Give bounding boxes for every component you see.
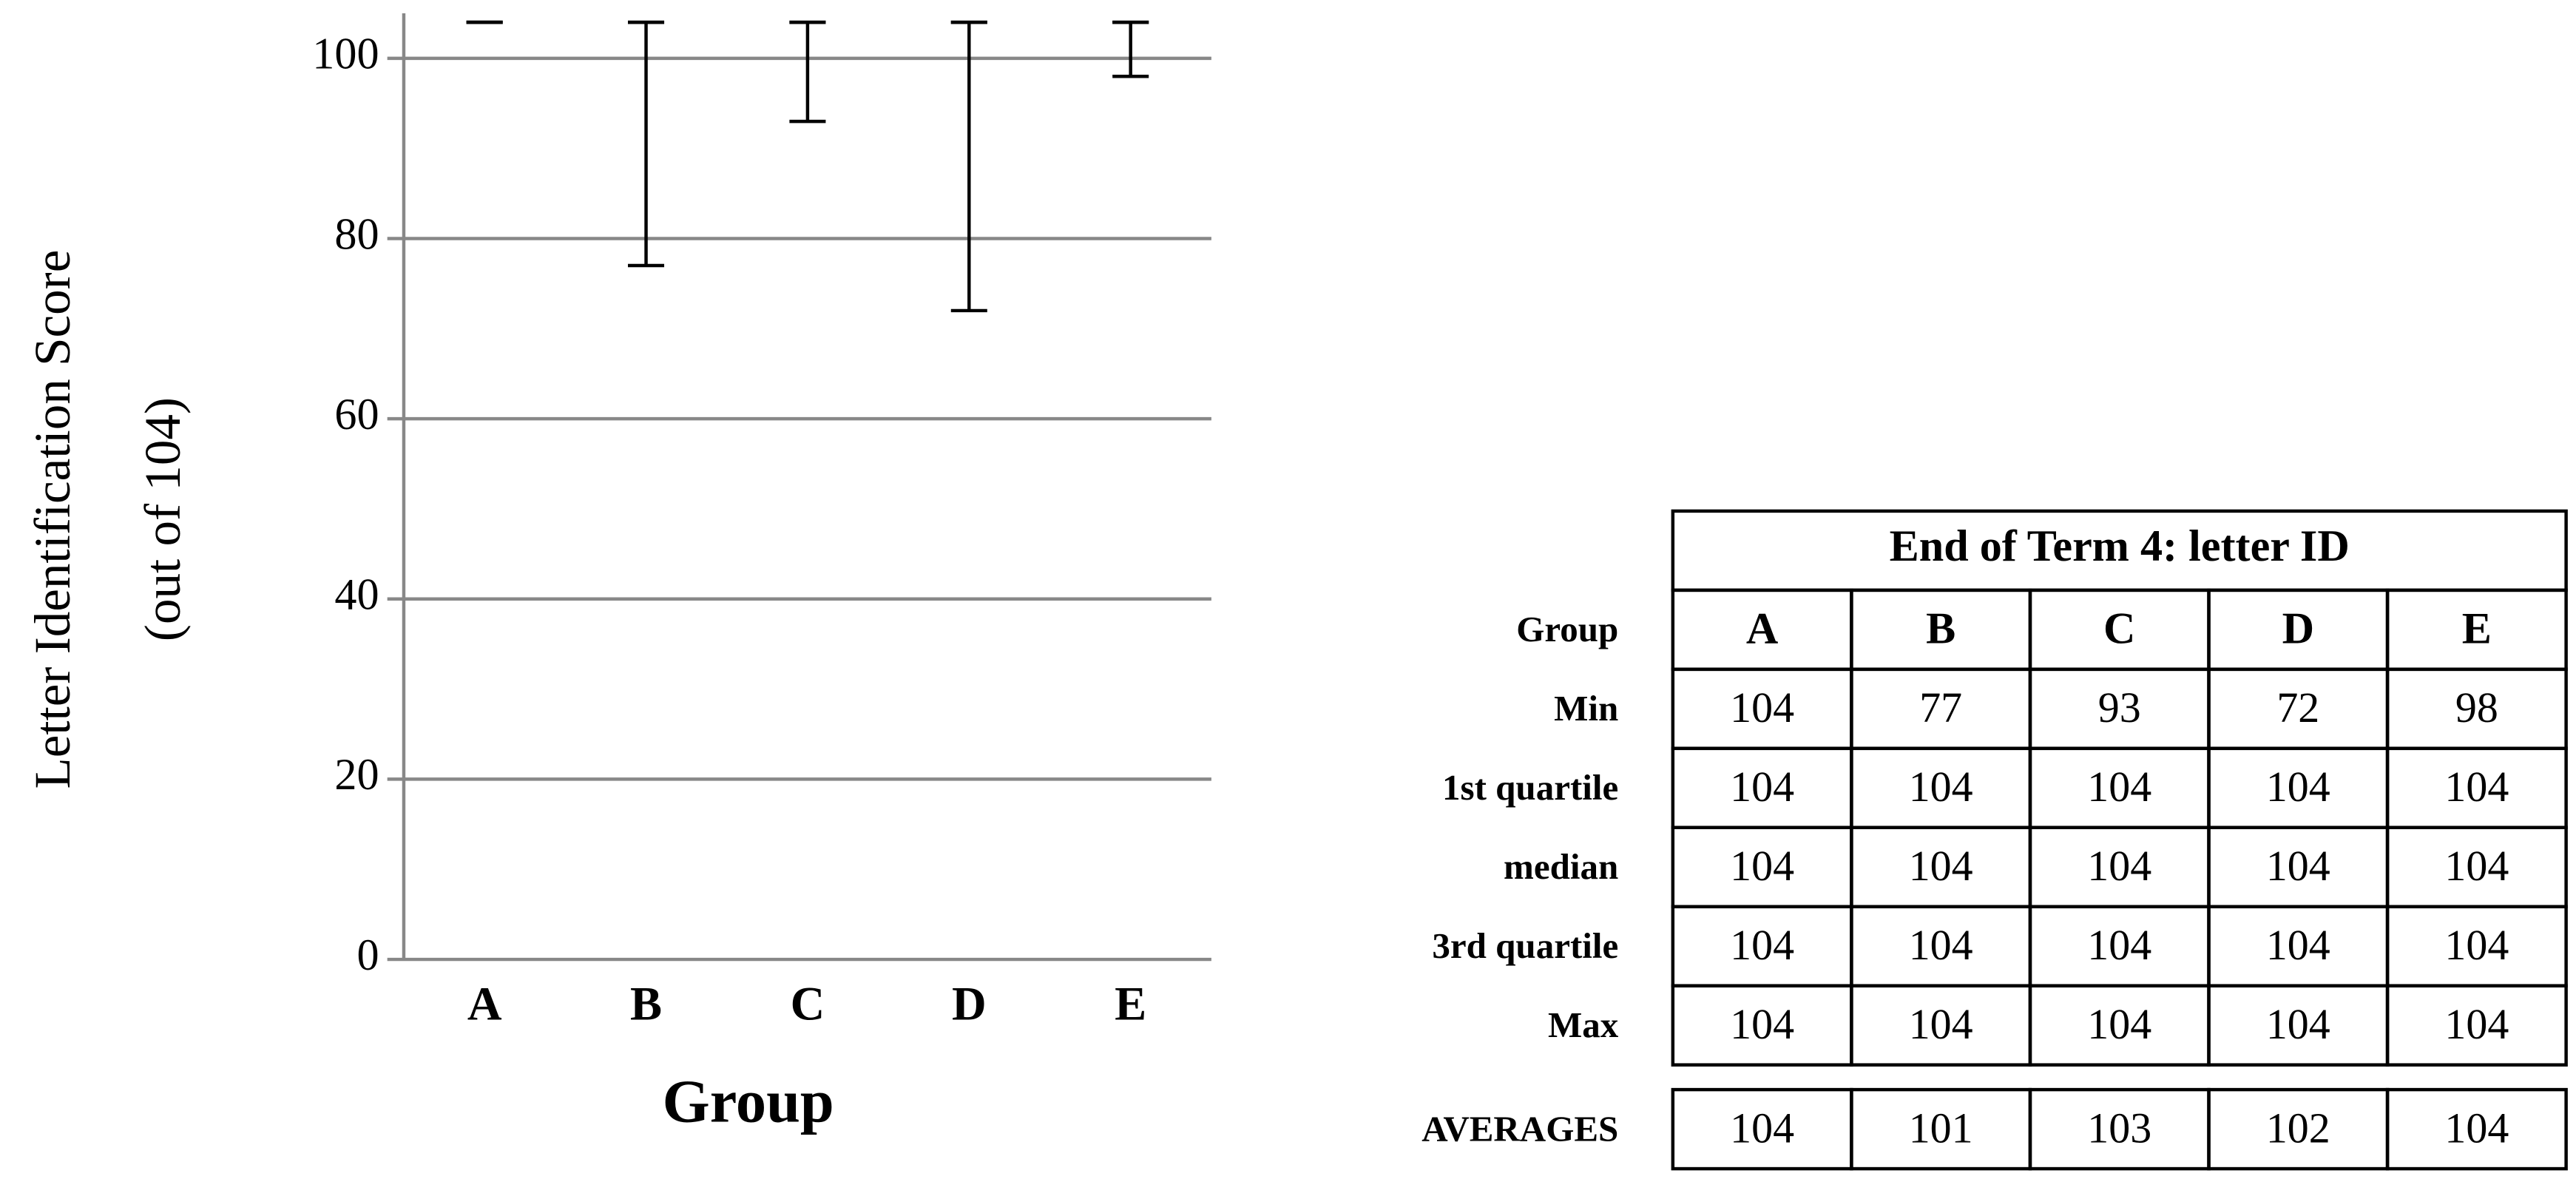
y-axis-title: (out of 104) xyxy=(134,397,191,641)
x-tick-label: C xyxy=(791,977,825,1030)
row-label: 3rd quartile xyxy=(1432,925,1618,966)
table-value: 104 xyxy=(2087,1000,2151,1048)
table-value: B xyxy=(1926,604,1955,654)
table-value: 104 xyxy=(2266,1000,2330,1048)
y-tick-label: 40 xyxy=(334,570,379,620)
table-value: 104 xyxy=(2444,1000,2509,1048)
table-value: 104 xyxy=(2266,842,2330,890)
table-value: 104 xyxy=(1730,683,1794,732)
row-label: AVERAGES xyxy=(1421,1108,1618,1149)
x-axis-title: Group xyxy=(663,1068,834,1135)
table-value: 104 xyxy=(2087,842,2151,890)
table-value: 104 xyxy=(2266,763,2330,811)
table-title: End of Term 4: letter ID xyxy=(1890,521,2350,571)
table-value: 104 xyxy=(2444,763,2509,811)
row-label: median xyxy=(1504,846,1618,887)
y-tick-label: 20 xyxy=(334,750,379,800)
table-value: 104 xyxy=(1909,763,1973,811)
table-value: 104 xyxy=(2444,921,2509,969)
y-tick-label: 0 xyxy=(356,931,379,980)
x-tick-label: B xyxy=(630,977,662,1030)
table-value: 104 xyxy=(2444,1104,2509,1152)
x-tick-label: E xyxy=(1115,977,1146,1030)
table-value: 104 xyxy=(2444,842,2509,890)
table-value: 104 xyxy=(1730,1104,1794,1152)
table-value: D xyxy=(2282,604,2314,654)
table-value: E xyxy=(2462,604,2492,654)
table-value: 104 xyxy=(1909,921,1973,969)
table-value: 102 xyxy=(2266,1104,2330,1152)
row-label: Group xyxy=(1516,609,1618,649)
table-value: 104 xyxy=(2266,921,2330,969)
table-value: 104 xyxy=(1730,1000,1794,1048)
table-cell xyxy=(2385,1087,2568,1171)
table-value: 104 xyxy=(1730,921,1794,969)
y-tick-label: 80 xyxy=(334,209,379,259)
table-value: 104 xyxy=(2087,921,2151,969)
table-value: 104 xyxy=(1909,842,1973,890)
row-label: Max xyxy=(1548,1004,1619,1045)
table-value: 104 xyxy=(1909,1000,1973,1048)
y-axis-title: Letter Identification Score xyxy=(24,250,81,789)
table-value: 104 xyxy=(1730,842,1794,890)
row-label: Min xyxy=(1554,688,1618,729)
table-value: 98 xyxy=(2455,683,2498,732)
table-cell xyxy=(2385,984,2568,1067)
table-value: 104 xyxy=(2087,763,2151,811)
y-tick-label: 60 xyxy=(334,390,379,439)
row-label: 1st quartile xyxy=(1442,767,1618,808)
table-value: 104 xyxy=(1730,763,1794,811)
table-value: 72 xyxy=(2276,683,2319,732)
table-value: 77 xyxy=(1919,683,1962,732)
table-value: C xyxy=(2103,604,2135,654)
table-value: 103 xyxy=(2087,1104,2151,1152)
x-tick-label: D xyxy=(952,977,987,1030)
table-value: 93 xyxy=(2098,683,2141,732)
table-value: 101 xyxy=(1909,1104,1973,1152)
table-value: A xyxy=(1746,604,1778,654)
x-tick-label: A xyxy=(467,977,502,1030)
y-tick-label: 100 xyxy=(312,30,379,79)
